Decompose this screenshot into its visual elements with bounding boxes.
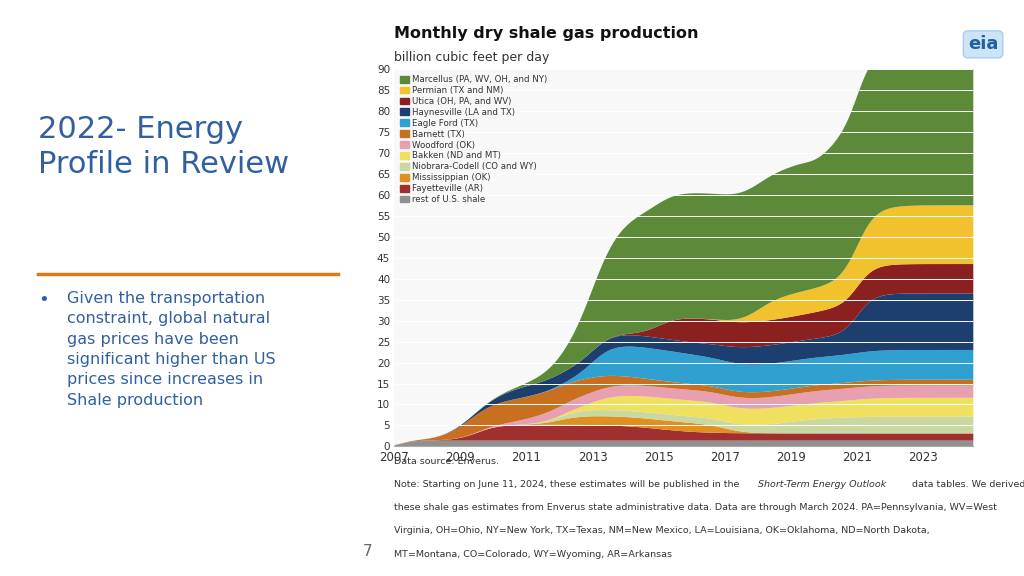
Text: MT=Montana, CO=Colorado, WY=Wyoming, AR=Arkansas: MT=Montana, CO=Colorado, WY=Wyoming, AR=…	[394, 550, 672, 559]
Text: Data source: Enverus.: Data source: Enverus.	[394, 457, 500, 467]
Text: Virginia, OH=Ohio, NY=New York, TX=Texas, NM=New Mexico, LA=Louisiana, OK=Oklaho: Virginia, OH=Ohio, NY=New York, TX=Texas…	[394, 526, 930, 536]
Text: eia: eia	[968, 35, 998, 54]
Text: 2022- Energy
Profile in Review: 2022- Energy Profile in Review	[39, 115, 290, 179]
Legend: Marcellus (PA, WV, OH, and NY), Permian (TX and NM), Utica (OH, PA, and WV), Hay: Marcellus (PA, WV, OH, and NY), Permian …	[398, 73, 549, 206]
Text: data tables. We derived: data tables. We derived	[909, 480, 1024, 490]
Text: Given the transportation
constraint, global natural
gas prices have been
signifi: Given the transportation constraint, glo…	[68, 291, 275, 408]
Text: •: •	[39, 291, 49, 309]
Text: these shale gas estimates from Enverus state administrative data. Data are throu: these shale gas estimates from Enverus s…	[394, 503, 997, 513]
Text: billion cubic feet per day: billion cubic feet per day	[394, 51, 550, 63]
Text: 7: 7	[362, 544, 373, 559]
Text: Monthly dry shale gas production: Monthly dry shale gas production	[394, 26, 698, 41]
Text: Note: Starting on June 11, 2024, these estimates will be published in the: Note: Starting on June 11, 2024, these e…	[394, 480, 742, 490]
Text: Short-Term Energy Outlook: Short-Term Energy Outlook	[758, 480, 886, 490]
